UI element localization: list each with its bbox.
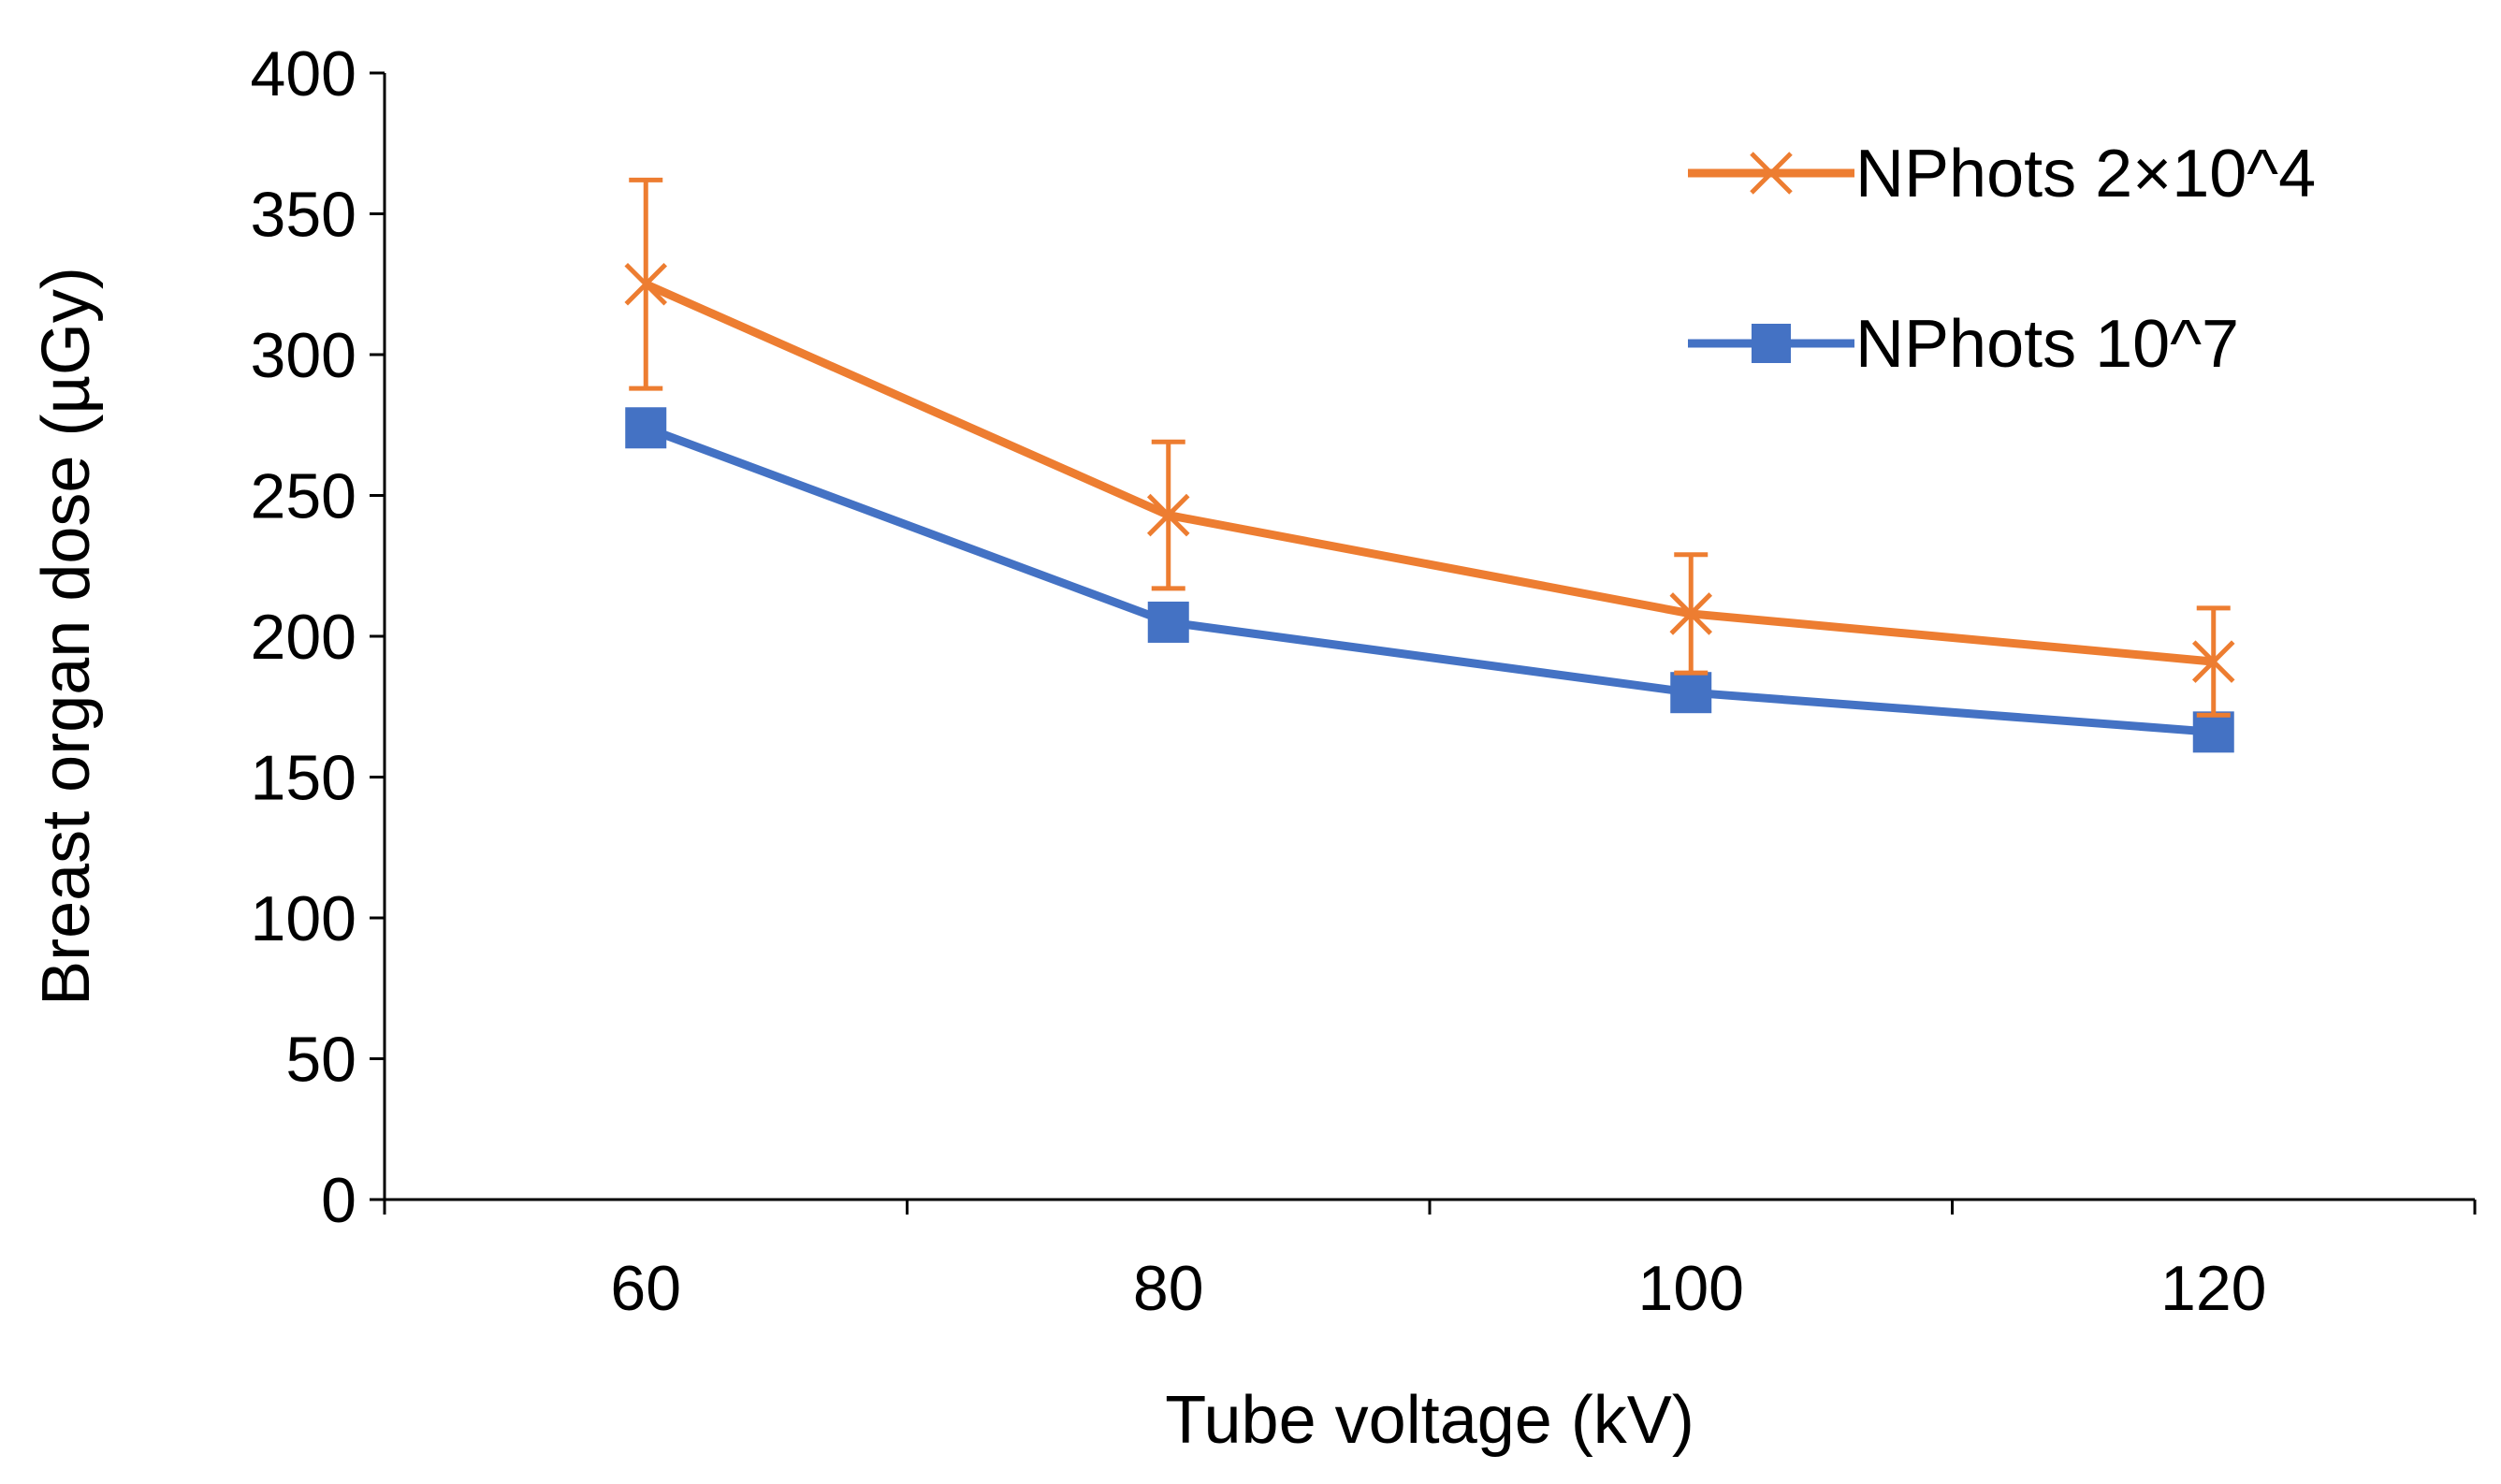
data-point [1669,592,1713,635]
y-tick-label: 200 [251,602,356,673]
y-tick-label: 150 [251,743,356,814]
data-point [624,262,668,306]
y-tick-label: 100 [251,883,356,954]
y-tick-label: 50 [285,1025,356,1096]
x-tick-label: 80 [1133,1253,1204,1324]
marker-stroke [1146,493,1190,537]
legend: NPhots 2×10^4 NPhots 10^7 [1688,137,2316,382]
data-point [1147,601,1189,643]
x-tick-label: 100 [1638,1253,1744,1324]
data-point [2191,640,2235,683]
y-tick-label: 250 [251,461,356,532]
x-axis-ticks: 60 80 100 120 [383,1200,2477,1324]
legend-item-nphots-2e4: NPhots 2×10^4 [1688,137,2316,211]
y-tick-label: 400 [251,38,356,109]
data-point [2192,711,2234,753]
series-line [644,280,2215,666]
x-tick-label: 120 [2160,1253,2266,1324]
legend-marker [1750,152,1793,195]
data-point [625,407,667,449]
x-axis-title: Tube voltage (kV) [1165,1383,1694,1458]
series-layer [624,177,2235,753]
legend-label: NPhots 10^7 [1855,307,2239,382]
marker-stroke [2191,640,2235,683]
legend-label: NPhots 2×10^4 [1855,137,2316,211]
axes: 0 50 100 150 200 250 300 350 400 60 80 100 120 [251,38,2477,1324]
series-nphots-2e4 [624,177,2235,718]
legend-marker [1752,324,1791,363]
y-tick-label: 300 [251,320,356,391]
series-line [644,424,2215,736]
y-axis-title: Breast organ dose (µGy) [29,267,104,1006]
x-tick-label: 60 [610,1253,681,1324]
y-axis-ticks: 0 50 100 150 200 250 300 350 400 [251,38,385,1236]
marker-stroke [1750,152,1793,195]
data-point [1670,672,1712,714]
series-nphots-1e7 [625,407,2234,753]
marker-stroke [624,262,668,306]
y-tick-label: 0 [321,1165,356,1236]
legend-item-nphots-1e7: NPhots 10^7 [1688,307,2239,382]
y-tick-label: 350 [251,180,356,251]
marker-stroke [1669,592,1713,635]
data-point [1146,493,1190,537]
